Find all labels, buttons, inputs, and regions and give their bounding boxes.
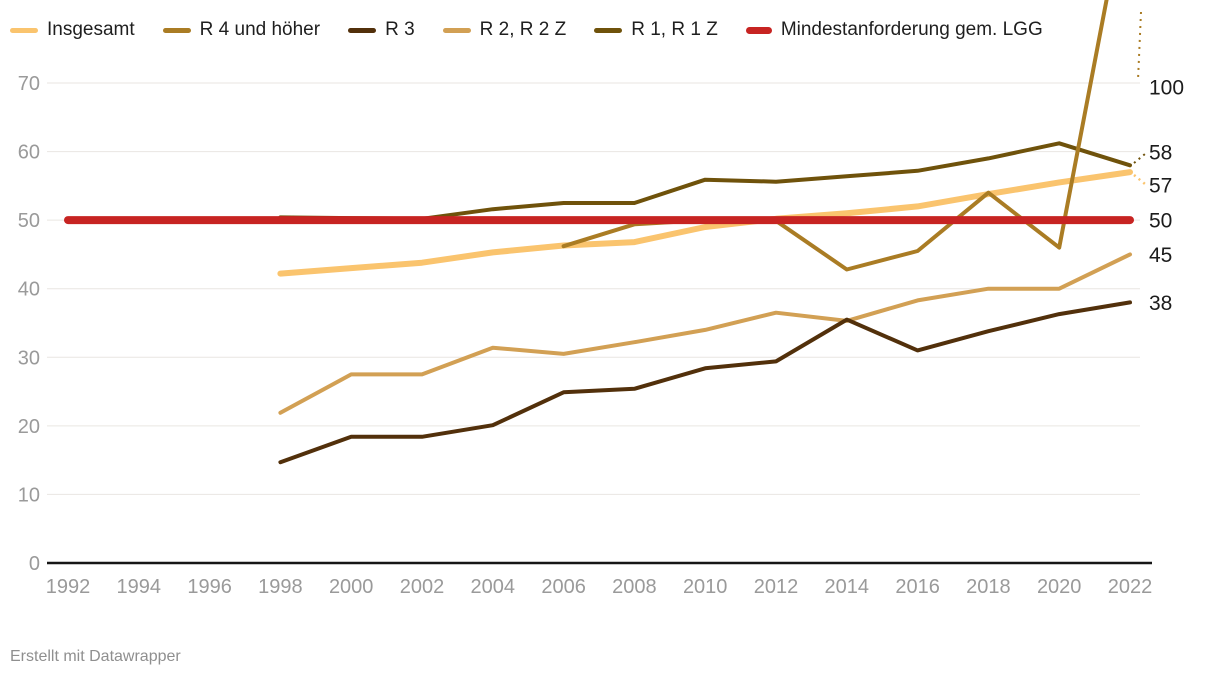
x-axis-label: 1994 [117, 576, 162, 598]
label-connector-insgesamt [1133, 174, 1146, 185]
series-line-r-2-r-2-z [278, 252, 1132, 415]
end-value-label-mindestanforderung-gem-lgg: 50 [1149, 210, 1172, 233]
x-axis-label: 2022 [1108, 576, 1153, 598]
legend-label: R 1, R 1 Z [631, 19, 718, 40]
end-value-label-r-1-r-1-z: 58 [1149, 142, 1172, 165]
end-value-label-r-2-r-2-z: 45 [1149, 244, 1172, 267]
series-line-insgesamt [277, 169, 1133, 277]
outlier-connector-dotted [1137, 11, 1142, 81]
x-axis-label: 2018 [966, 576, 1011, 598]
legend-item-min-requirement: Mindestanforderung gem. LGG [745, 17, 1043, 43]
legend-swatch-min-requirement [745, 26, 772, 34]
end-value-label-r-4-und-h-her: 100 [1149, 77, 1184, 100]
x-axis-label: 2014 [825, 576, 870, 598]
x-axis-label: 2008 [612, 576, 657, 598]
legend-item-r3: R 3 [348, 17, 415, 43]
y-axis-label: 50 [18, 210, 40, 232]
legend-swatch-r1 [594, 27, 623, 33]
end-value-label-r-3: 38 [1149, 292, 1172, 315]
x-axis-label: 2012 [754, 576, 799, 598]
legend-label: R 2, R 2 Z [479, 19, 567, 40]
x-axis-label: 2020 [1037, 576, 1082, 598]
series-line-r-3 [278, 300, 1132, 465]
y-axis-label: 40 [18, 279, 40, 301]
label-connector-r1 [1133, 153, 1146, 164]
legend-label: R 3 [385, 19, 415, 40]
x-axis-label: 1998 [258, 576, 303, 598]
y-axis-label: 20 [18, 416, 40, 438]
legend-label: Insgesamt [47, 19, 135, 40]
end-value-label-insgesamt: 57 [1149, 175, 1172, 198]
y-axis-label: 60 [18, 142, 40, 164]
y-axis-label: 0 [29, 553, 40, 575]
x-axis-label: 1992 [46, 576, 91, 598]
x-axis-label: 2016 [895, 576, 940, 598]
datawrapper-credit-link[interactable]: Erstellt mit Datawrapper [10, 648, 181, 665]
y-axis-label: 10 [18, 484, 40, 506]
x-axis-label: 1996 [187, 576, 232, 598]
legend-swatch-r4 [162, 27, 191, 33]
y-axis-label: 70 [18, 73, 40, 95]
legend-swatch-r2 [442, 27, 471, 33]
chart-legend: Insgesamt R 4 und höher R 3 R 2, R 2 Z R… [10, 17, 1043, 43]
legend-label: Mindestanforderung gem. LGG [780, 19, 1043, 40]
x-axis-label: 2004 [471, 576, 516, 598]
x-axis-label: 2002 [400, 576, 445, 598]
x-axis-label: 2010 [683, 576, 728, 598]
legend-item-insgesamt: Insgesamt [10, 17, 135, 43]
legend-item-r2: R 2, R 2 Z [442, 17, 567, 43]
x-axis-label: 2000 [329, 576, 374, 598]
legend-label: R 4 und höher [199, 19, 321, 40]
series-line-r-1-r-1-z [278, 141, 1132, 221]
legend-item-r4: R 4 und höher [162, 17, 321, 43]
legend-swatch-insgesamt [10, 27, 38, 33]
chart-attribution: Erstellt mit Datawrapper [10, 648, 181, 666]
x-axis-label: 2006 [541, 576, 586, 598]
y-axis-label: 30 [18, 347, 40, 369]
legend-item-r1: R 1, R 1 Z [594, 17, 718, 43]
legend-swatch-r3 [348, 27, 377, 33]
